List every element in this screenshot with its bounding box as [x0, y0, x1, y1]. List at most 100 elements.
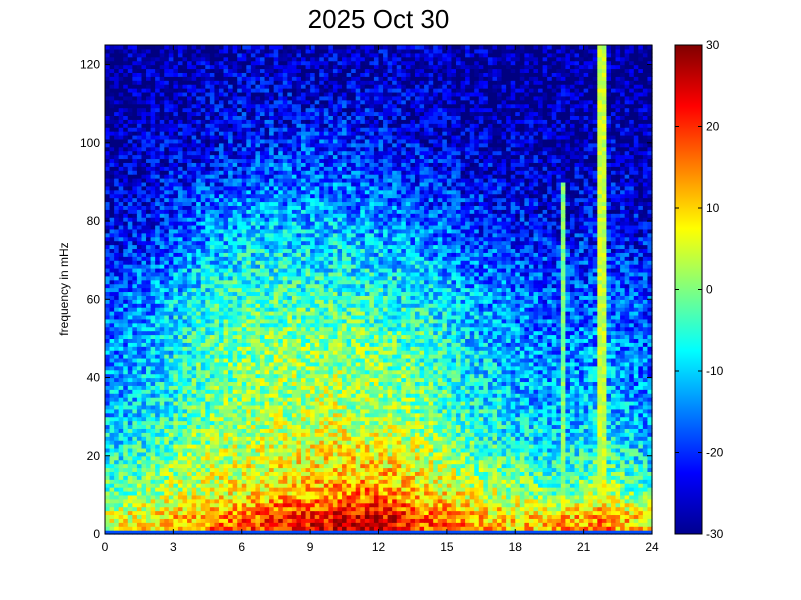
heatmap-cell	[478, 451, 484, 457]
heatmap-cell	[246, 369, 252, 375]
heatmap-cell	[146, 463, 152, 469]
heatmap-cell	[455, 487, 462, 492]
heatmap-cell	[132, 487, 138, 492]
heatmap-cell	[291, 471, 298, 476]
heatmap-cell	[323, 463, 329, 469]
heatmap-cell	[410, 397, 416, 402]
heatmap-cell	[615, 494, 621, 500]
heatmap-cell	[437, 475, 443, 480]
heatmap-cell	[141, 416, 147, 422]
heatmap-cell	[442, 479, 448, 484]
heatmap-cell	[528, 436, 535, 441]
heatmap-cell	[191, 428, 197, 433]
heatmap-cell	[615, 455, 621, 461]
heatmap-cell	[419, 420, 425, 426]
heatmap-cell	[642, 412, 649, 418]
heatmap-cell	[396, 506, 402, 512]
heatmap-cell	[269, 487, 275, 492]
heatmap-cell	[328, 408, 334, 414]
heatmap-cell	[269, 490, 275, 496]
heatmap-cell	[574, 518, 580, 523]
heatmap-cell	[305, 483, 311, 488]
heatmap-cell	[118, 440, 124, 445]
heatmap-cell	[150, 506, 156, 512]
heatmap-cell	[542, 432, 548, 437]
heatmap-cell	[410, 420, 416, 426]
heatmap-cell	[287, 502, 293, 508]
heatmap-cell	[246, 467, 252, 473]
heatmap-cell	[282, 502, 288, 508]
heatmap-cell	[455, 420, 462, 426]
heatmap-cell	[515, 459, 521, 465]
heatmap-cell	[455, 373, 462, 379]
heatmap-cell	[510, 459, 516, 465]
heatmap-cell	[442, 412, 448, 418]
heatmap-cell	[328, 459, 334, 465]
heatmap-cell	[237, 412, 243, 418]
heatmap-cell	[474, 397, 480, 402]
heatmap-cell	[633, 530, 639, 535]
heatmap-cell	[168, 487, 174, 492]
heatmap-cell	[492, 416, 498, 422]
heatmap-cell	[177, 530, 184, 535]
heatmap-cell	[214, 444, 220, 449]
heatmap-cell	[442, 502, 448, 508]
heatmap-cell	[610, 381, 617, 386]
heatmap-cell	[424, 483, 430, 488]
heatmap-cell	[364, 494, 370, 500]
heatmap-cell	[460, 389, 466, 394]
heatmap-cell	[624, 467, 630, 473]
heatmap-cell	[273, 447, 279, 453]
heatmap-cell	[168, 432, 174, 437]
heatmap-cell	[569, 440, 576, 445]
heatmap-cell	[487, 498, 494, 504]
heatmap-cell	[155, 514, 161, 519]
heatmap-cell	[401, 471, 407, 476]
heatmap-cell	[451, 490, 457, 496]
heatmap-cell	[542, 412, 548, 418]
heatmap-cell	[574, 440, 580, 445]
heatmap-cell	[136, 502, 143, 508]
heatmap-cell	[319, 404, 325, 410]
heatmap-cell	[314, 393, 320, 398]
heatmap-cell	[314, 389, 320, 394]
heatmap-cell	[542, 490, 548, 496]
heatmap-cell	[196, 522, 202, 527]
heatmap-cell	[296, 440, 302, 445]
heatmap-cell	[364, 404, 370, 410]
heatmap-cell	[428, 506, 434, 512]
heatmap-cell	[510, 483, 516, 488]
heatmap-cell	[610, 514, 617, 519]
heatmap-cell	[164, 369, 170, 375]
heatmap-cell	[569, 436, 576, 441]
heatmap-cell	[373, 530, 380, 535]
heatmap-cell	[232, 487, 238, 492]
heatmap-cell	[337, 400, 343, 406]
heatmap-cell	[506, 447, 512, 453]
heatmap-cell	[583, 455, 589, 461]
heatmap-cell	[474, 530, 480, 535]
heatmap-cell	[205, 498, 211, 504]
heatmap-cell	[451, 400, 457, 406]
heatmap-cell	[232, 397, 238, 402]
heatmap-cell	[310, 459, 316, 465]
heatmap-cell	[278, 451, 284, 457]
heatmap-cell	[610, 373, 617, 379]
heatmap-cell	[497, 487, 503, 492]
heatmap-cell	[232, 436, 238, 441]
heatmap-cell	[487, 475, 494, 480]
heatmap-cell	[556, 526, 562, 531]
heatmap-cell	[136, 510, 143, 516]
heatmap-cell	[478, 471, 484, 476]
heatmap-cell	[255, 408, 261, 414]
heatmap-cell	[478, 530, 484, 535]
heatmap-cell	[282, 440, 288, 445]
heatmap-cell	[105, 475, 111, 480]
heatmap-cell	[159, 479, 165, 484]
heatmap-cell	[218, 510, 225, 516]
heatmap-cell	[410, 463, 416, 469]
heatmap-cell	[469, 412, 475, 418]
heatmap-cell	[209, 498, 215, 504]
heatmap-cell	[337, 397, 343, 402]
heatmap-cell	[515, 522, 521, 527]
